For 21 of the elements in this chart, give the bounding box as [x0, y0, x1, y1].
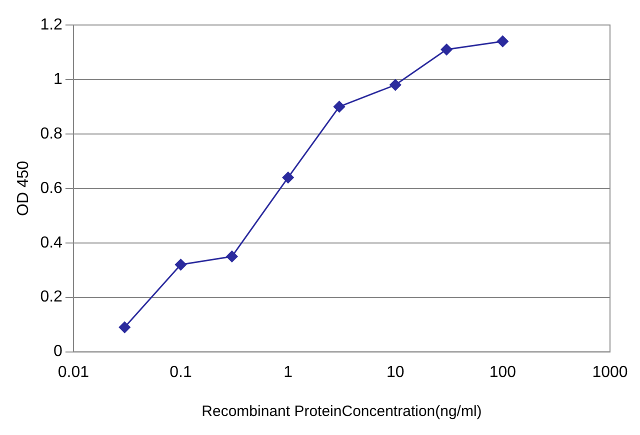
y-tick-label: 0.4 [40, 234, 63, 252]
x-tick-label: 0.1 [170, 364, 192, 381]
y-tick-label: 0.6 [40, 180, 63, 197]
point [334, 100, 346, 112]
point [282, 172, 294, 184]
y-tick-label: 1 [54, 70, 63, 88]
point [226, 250, 238, 262]
x-tick-label: 0.01 [58, 364, 90, 381]
x-tick-label: 1 [284, 364, 293, 381]
point [496, 36, 508, 48]
y-tick-label: 0.8 [40, 125, 63, 142]
point [118, 322, 130, 334]
y-axis-title: OD 450 [15, 160, 32, 216]
y-tick-label: 0 [54, 343, 63, 360]
x-tick-label: 1000 [592, 364, 628, 381]
point [390, 79, 402, 91]
y-tick-label: 1.2 [40, 16, 63, 34]
y-tick-label: 0.2 [40, 288, 63, 306]
x-axis-title: Recombinant ProteinConcentration(ng/ml) [202, 403, 482, 420]
x-tick-label: 100 [489, 364, 516, 381]
x-tick-label: 10 [386, 364, 404, 381]
